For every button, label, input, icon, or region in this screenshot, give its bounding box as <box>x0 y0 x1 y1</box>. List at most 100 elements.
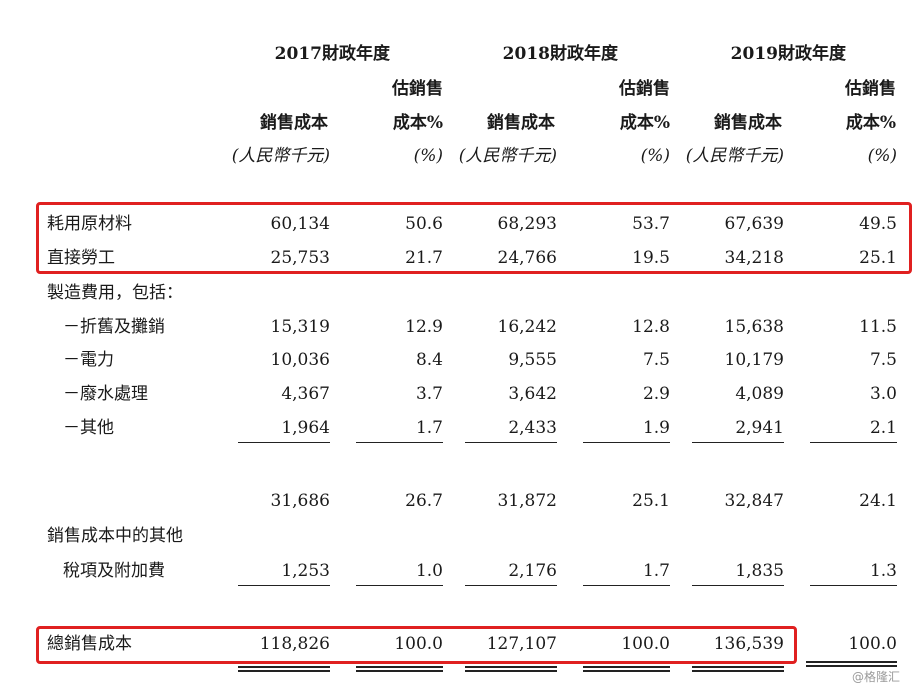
cell-others-pct-2018: 1.9 <box>642 418 670 438</box>
cell-depreciation-cost-2017: 15,319 <box>270 317 330 337</box>
cell-depreciation-cost-2018: 16,242 <box>497 317 557 337</box>
cell-labor-pct-2019: 25.1 <box>859 248 897 268</box>
total-rule-top-pct-2019 <box>806 661 897 663</box>
cell-taxes-cost-2017: 1,253 <box>281 561 330 581</box>
cell-subtotal-cost-2019: 32,847 <box>724 491 784 511</box>
total-rule-bottom-pct-2018 <box>583 670 670 672</box>
row-label-manufacturing: 製造費用，包括： <box>47 283 183 303</box>
cell-taxes-cost-2019: 1,835 <box>735 561 784 581</box>
cell-others-pct-2019: 2.1 <box>869 418 897 438</box>
taxes-rule-cost-2019 <box>692 585 784 586</box>
taxes-rule-cost-2017 <box>238 585 330 586</box>
highlight-box-total <box>36 626 797 664</box>
total-rule-top-cost-2017 <box>238 666 330 668</box>
row-label-wastewater: －廢水處理 <box>63 384 148 404</box>
cell-total-pct-2018: 100.0 <box>621 634 670 654</box>
cell-taxes-pct-2017: 1.0 <box>415 561 443 581</box>
cell-electricity-pct-2018: 7.5 <box>642 350 670 370</box>
cell-materials-pct-2017: 50.6 <box>405 214 443 234</box>
taxes-rule-pct-2017 <box>356 585 443 586</box>
total-rule-bottom-cost-2019 <box>692 670 784 672</box>
cell-total-cost-2018: 127,107 <box>486 634 557 654</box>
subtotal-rule-cost-2017 <box>238 442 330 443</box>
unit-rmb-2017: (人民幣千元) <box>231 146 330 166</box>
subtotal-rule-pct-2019 <box>810 442 897 443</box>
row-label-taxes: 稅項及附加費 <box>63 561 165 581</box>
cell-taxes-cost-2018: 2,176 <box>508 561 557 581</box>
cell-wastewater-cost-2017: 4,367 <box>281 384 330 404</box>
cell-others-pct-2017: 1.7 <box>415 418 443 438</box>
row-label-materials: 耗用原材料 <box>47 214 132 234</box>
taxes-rule-cost-2018 <box>465 585 557 586</box>
cell-materials-cost-2017: 60,134 <box>270 214 330 234</box>
cell-labor-pct-2017: 21.7 <box>405 248 443 268</box>
cell-total-pct-2019: 100.0 <box>848 634 897 654</box>
unit-rmb-2019: (人民幣千元) <box>685 146 784 166</box>
cell-depreciation-pct-2018: 12.8 <box>632 317 670 337</box>
cell-subtotal-cost-2018: 31,872 <box>497 491 557 511</box>
year-header-2019: 2019財政年度 <box>730 44 846 64</box>
cost-header-2017: 銷售成本 <box>260 113 328 133</box>
unit-pct-2017: (%) <box>413 146 443 166</box>
cell-wastewater-cost-2018: 3,642 <box>508 384 557 404</box>
cell-depreciation-cost-2019: 15,638 <box>724 317 784 337</box>
cell-others-cost-2018: 2,433 <box>508 418 557 438</box>
row-label-total: 總銷售成本 <box>47 634 132 654</box>
total-rule-bottom-pct-2017 <box>356 670 443 672</box>
cost-header-2019: 銷售成本 <box>714 113 782 133</box>
cell-subtotal-pct-2018: 25.1 <box>632 491 670 511</box>
cell-wastewater-pct-2019: 3.0 <box>869 384 897 404</box>
est-header-line1-2018: 估銷售 <box>619 79 670 99</box>
cell-labor-cost-2017: 25,753 <box>270 248 330 268</box>
cell-total-cost-2017: 118,826 <box>259 634 330 654</box>
cell-materials-pct-2019: 49.5 <box>859 214 897 234</box>
cell-taxes-pct-2018: 1.7 <box>642 561 670 581</box>
cell-electricity-pct-2019: 7.5 <box>869 350 897 370</box>
cell-electricity-cost-2017: 10,036 <box>270 350 330 370</box>
unit-pct-2019: (%) <box>867 146 897 166</box>
cell-subtotal-cost-2017: 31,686 <box>270 491 330 511</box>
est-header-line2-2019: 成本% <box>845 113 896 133</box>
cell-labor-cost-2018: 24,766 <box>497 248 557 268</box>
est-header-line2-2018: 成本% <box>619 113 670 133</box>
subtotal-rule-pct-2017 <box>356 442 443 443</box>
cell-total-cost-2019: 136,539 <box>713 634 784 654</box>
subtotal-rule-pct-2018 <box>583 442 670 443</box>
highlight-box-direct-costs <box>36 202 912 274</box>
cell-labor-cost-2019: 34,218 <box>724 248 784 268</box>
total-rule-bottom-pct-2019 <box>806 665 897 667</box>
taxes-rule-pct-2018 <box>583 585 670 586</box>
cell-total-pct-2017: 100.0 <box>394 634 443 654</box>
est-header-line1-2017: 估銷售 <box>392 79 443 99</box>
cell-subtotal-pct-2019: 24.1 <box>859 491 897 511</box>
cell-electricity-cost-2018: 9,555 <box>508 350 557 370</box>
cost-header-2018: 銷售成本 <box>487 113 555 133</box>
unit-rmb-2018: (人民幣千元) <box>458 146 557 166</box>
est-header-line2-2017: 成本% <box>392 113 443 133</box>
cell-others-cost-2017: 1,964 <box>281 418 330 438</box>
cell-wastewater-pct-2017: 3.7 <box>415 384 443 404</box>
total-rule-top-pct-2017 <box>356 666 443 668</box>
cell-electricity-cost-2019: 10,179 <box>724 350 784 370</box>
cell-wastewater-cost-2019: 4,089 <box>735 384 784 404</box>
total-rule-top-pct-2018 <box>583 666 670 668</box>
total-rule-bottom-cost-2017 <box>238 670 330 672</box>
row-label-electricity: －電力 <box>63 350 114 370</box>
year-header-2018: 2018財政年度 <box>502 44 618 64</box>
cell-materials-cost-2019: 67,639 <box>724 214 784 234</box>
cell-others-cost-2019: 2,941 <box>735 418 784 438</box>
row-label-others: －其他 <box>63 418 114 438</box>
cell-electricity-pct-2017: 8.4 <box>415 350 443 370</box>
row-label-other-costs: 銷售成本中的其他 <box>47 526 183 546</box>
cell-depreciation-pct-2019: 11.5 <box>859 317 897 337</box>
taxes-rule-pct-2019 <box>810 585 897 586</box>
total-rule-top-cost-2019 <box>692 666 784 668</box>
row-label-labor: 直接勞工 <box>47 248 115 268</box>
cell-taxes-pct-2019: 1.3 <box>869 561 897 581</box>
row-label-depreciation: －折舊及攤銷 <box>63 317 165 337</box>
total-rule-bottom-cost-2018 <box>465 670 557 672</box>
est-header-line1-2019: 估銷售 <box>845 79 896 99</box>
subtotal-rule-cost-2019 <box>692 442 784 443</box>
cell-materials-pct-2018: 53.7 <box>632 214 670 234</box>
watermark: @格隆汇 <box>852 670 901 684</box>
